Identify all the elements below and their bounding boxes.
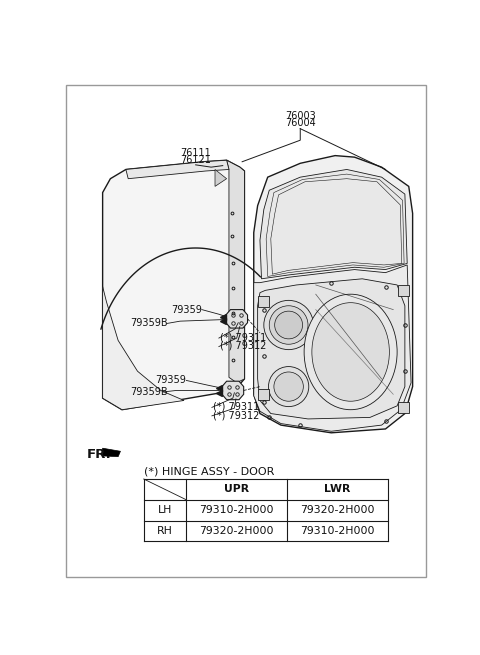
Text: 79310-2H000: 79310-2H000 xyxy=(200,505,274,515)
Polygon shape xyxy=(103,286,184,409)
Bar xyxy=(258,389,269,400)
Text: UPR: UPR xyxy=(224,485,249,495)
Text: 76121: 76121 xyxy=(180,155,211,165)
Bar xyxy=(258,296,269,307)
Ellipse shape xyxy=(304,294,397,409)
Polygon shape xyxy=(258,279,405,419)
Circle shape xyxy=(268,367,309,407)
Text: LH: LH xyxy=(158,505,172,515)
Text: 79320-2H000: 79320-2H000 xyxy=(200,526,274,536)
Polygon shape xyxy=(226,310,248,328)
Text: FR.: FR. xyxy=(87,448,112,461)
Bar xyxy=(398,285,409,296)
Polygon shape xyxy=(254,265,411,431)
Text: 76111: 76111 xyxy=(180,147,211,157)
Text: (*) 79311: (*) 79311 xyxy=(213,402,259,411)
Text: 79310-2H000: 79310-2H000 xyxy=(300,526,375,536)
FancyBboxPatch shape xyxy=(66,84,426,577)
Circle shape xyxy=(274,372,303,402)
Text: 79320-2H000: 79320-2H000 xyxy=(300,505,375,515)
Bar xyxy=(398,402,409,413)
Circle shape xyxy=(269,306,308,345)
Polygon shape xyxy=(254,156,413,433)
Text: 79359B: 79359B xyxy=(130,318,168,328)
Text: (*) 79312: (*) 79312 xyxy=(220,341,267,351)
Text: 79359B: 79359B xyxy=(130,387,168,397)
Text: 79359: 79359 xyxy=(156,375,186,385)
Text: (*) 79312: (*) 79312 xyxy=(213,410,259,420)
Polygon shape xyxy=(227,160,244,383)
Text: (*) 79311: (*) 79311 xyxy=(220,332,267,343)
Circle shape xyxy=(264,301,313,350)
Polygon shape xyxy=(215,170,227,187)
Ellipse shape xyxy=(312,303,389,402)
Text: RH: RH xyxy=(157,526,173,536)
Text: 76004: 76004 xyxy=(285,119,316,128)
Text: (*) HINGE ASSY - DOOR: (*) HINGE ASSY - DOOR xyxy=(144,466,274,476)
Text: LWR: LWR xyxy=(324,485,350,495)
Polygon shape xyxy=(126,160,229,179)
Text: 76003: 76003 xyxy=(285,111,316,121)
Polygon shape xyxy=(222,381,244,400)
Polygon shape xyxy=(103,160,244,409)
Text: 79359: 79359 xyxy=(171,305,202,314)
Polygon shape xyxy=(260,170,407,279)
Polygon shape xyxy=(103,448,120,457)
Circle shape xyxy=(275,311,302,339)
